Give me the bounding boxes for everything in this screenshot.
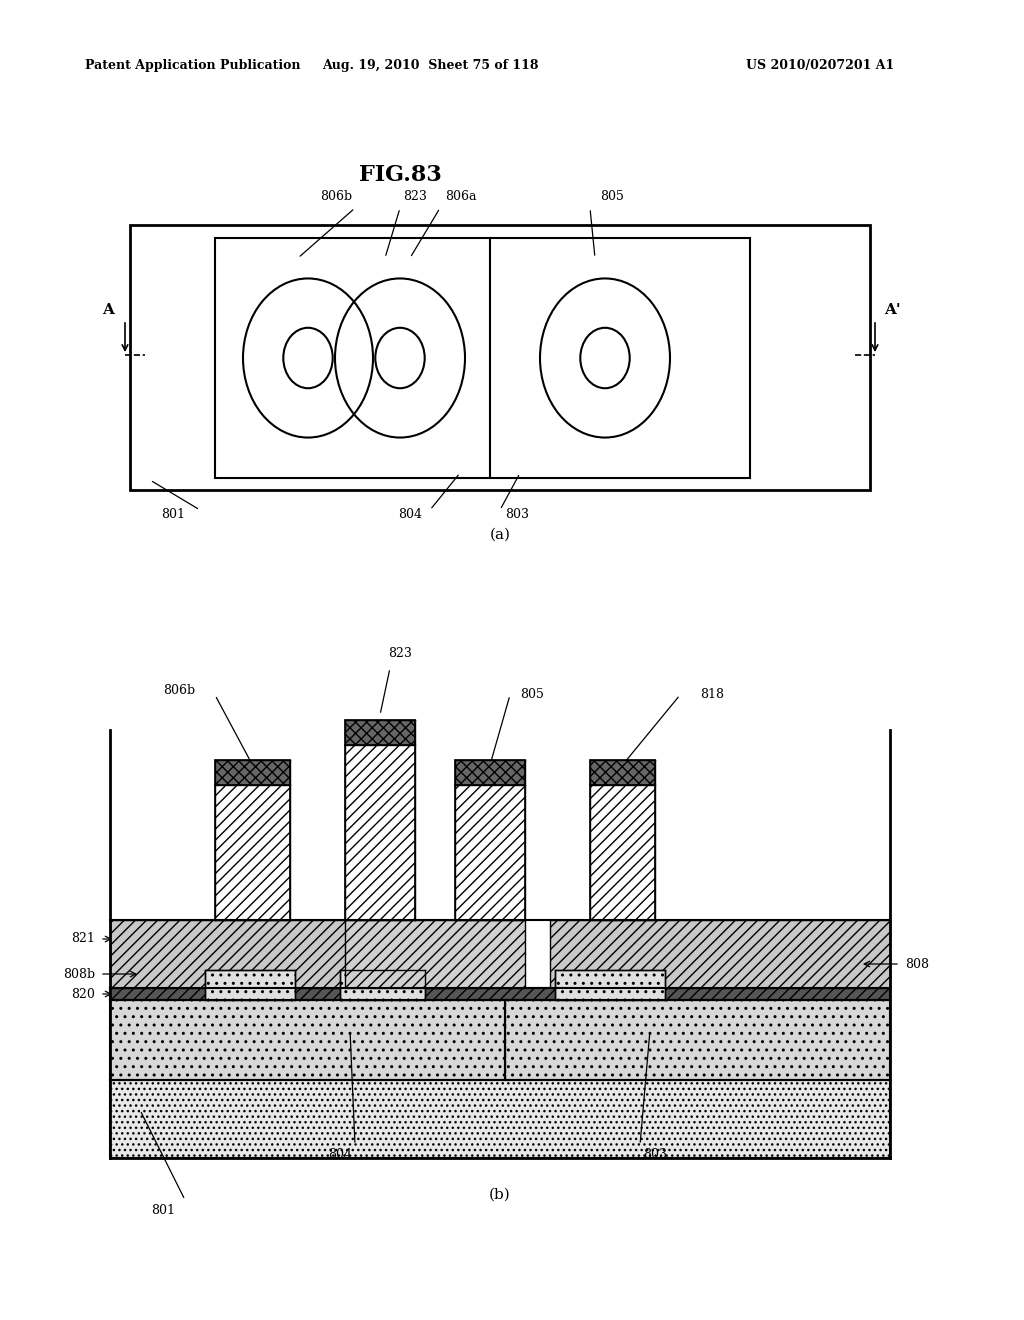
Text: 823: 823: [388, 647, 412, 660]
Bar: [550, 920, 890, 987]
Bar: [505, 1001, 890, 1080]
Text: 806a: 806a: [433, 832, 465, 845]
Text: 803: 803: [643, 1148, 667, 1162]
Bar: [110, 920, 450, 987]
Bar: [655, 760, 890, 920]
Text: n+: n+: [602, 979, 618, 990]
Bar: [215, 760, 290, 785]
Text: 804: 804: [328, 1148, 352, 1162]
Bar: [455, 760, 525, 785]
Text: 821: 821: [71, 932, 95, 945]
Text: Patent Application Publication: Patent Application Publication: [85, 58, 300, 71]
Bar: [340, 970, 425, 1001]
Text: 806b: 806b: [319, 190, 352, 203]
Text: 801: 801: [161, 508, 185, 521]
Text: 806b: 806b: [163, 684, 195, 697]
Text: 808: 808: [905, 957, 929, 970]
Text: p+: p+: [242, 979, 258, 990]
Text: 808b: 808b: [62, 968, 95, 981]
Text: 801: 801: [151, 1204, 175, 1217]
Text: 803: 803: [505, 508, 529, 521]
Bar: [455, 785, 525, 920]
Text: 820: 820: [71, 987, 95, 1001]
Bar: [205, 970, 295, 1001]
Bar: [215, 238, 750, 478]
Text: 818: 818: [700, 689, 724, 701]
Text: (a): (a): [489, 528, 511, 543]
Text: Aug. 19, 2010  Sheet 75 of 118: Aug. 19, 2010 Sheet 75 of 118: [322, 58, 539, 71]
Text: 804: 804: [398, 508, 422, 521]
Bar: [110, 760, 215, 920]
Bar: [290, 760, 345, 920]
Bar: [590, 785, 655, 920]
Text: (b): (b): [489, 1188, 511, 1203]
Text: A: A: [102, 304, 114, 317]
Bar: [110, 987, 890, 1001]
Bar: [555, 970, 665, 1001]
Bar: [130, 224, 870, 490]
Text: A': A': [884, 304, 900, 317]
Bar: [110, 1001, 505, 1080]
Text: 805: 805: [600, 190, 624, 203]
Text: US 2010/0207201 A1: US 2010/0207201 A1: [745, 58, 894, 71]
Text: 823: 823: [403, 190, 427, 203]
Bar: [415, 760, 455, 920]
Text: 805: 805: [520, 689, 544, 701]
Bar: [110, 1080, 890, 1158]
Text: FIG.83: FIG.83: [358, 164, 441, 186]
Bar: [590, 760, 655, 785]
Bar: [345, 920, 525, 987]
Text: p+: p+: [374, 979, 391, 990]
Bar: [345, 719, 415, 744]
Text: 806a: 806a: [445, 190, 476, 203]
Bar: [525, 760, 590, 920]
Bar: [215, 785, 290, 920]
Bar: [345, 744, 415, 920]
